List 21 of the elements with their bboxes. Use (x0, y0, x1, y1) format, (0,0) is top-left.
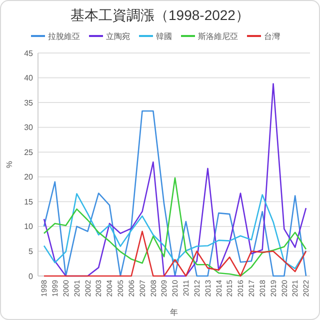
y-tick-label: 0 (28, 272, 34, 281)
y-tick-label: 40 (24, 74, 34, 83)
y-tick-label: 5 (28, 247, 34, 256)
line-series (43, 177, 307, 277)
legend-label: 立陶宛 (106, 32, 130, 41)
y-tick-label: 25 (24, 148, 34, 157)
y-tick-label: 45 (24, 48, 34, 58)
legend-label: 斯洛維尼亞 (198, 32, 238, 41)
legend-label: 台灣 (264, 32, 280, 41)
legend-label: 韓國 (156, 32, 172, 41)
y-tick-label: 20 (24, 172, 34, 182)
legend-label: 拉脫維亞 (48, 32, 80, 41)
y-tick-label: 35 (24, 98, 34, 108)
y-tick-label: 30 (24, 123, 34, 132)
x-axis-title: 年 (170, 308, 178, 317)
y-axis-title: % (5, 160, 14, 168)
line-series (43, 193, 307, 270)
y-tick-label: 10 (24, 222, 34, 232)
y-tick-label: 15 (24, 197, 34, 206)
line-series (43, 230, 307, 277)
chart-title: 基本工資調漲（1998-2022） (70, 7, 250, 23)
